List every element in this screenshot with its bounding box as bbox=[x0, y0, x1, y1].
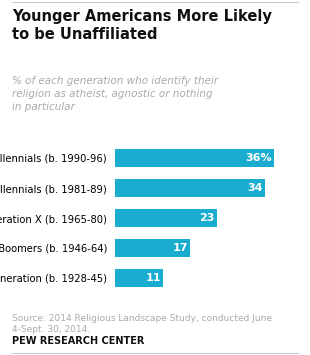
Bar bbox=[115, 179, 265, 197]
Text: 23: 23 bbox=[199, 213, 214, 223]
Text: 34: 34 bbox=[248, 184, 263, 193]
Bar bbox=[115, 269, 163, 287]
Text: 17: 17 bbox=[172, 243, 188, 253]
Text: 36%: 36% bbox=[245, 153, 272, 163]
Text: Source: 2014 Religious Landscape Study, conducted June
4-Sept. 30, 2014.: Source: 2014 Religious Landscape Study, … bbox=[12, 314, 272, 334]
Text: 11: 11 bbox=[146, 273, 161, 283]
Bar bbox=[115, 239, 190, 257]
Text: % of each generation who identify their
religion as atheist, agnostic or nothing: % of each generation who identify their … bbox=[12, 76, 219, 112]
Text: Younger Americans More Likely
to be Unaffiliated: Younger Americans More Likely to be Unaf… bbox=[12, 9, 272, 42]
Bar bbox=[115, 149, 274, 168]
Bar bbox=[115, 209, 217, 227]
Text: PEW RESEARCH CENTER: PEW RESEARCH CENTER bbox=[12, 336, 145, 346]
